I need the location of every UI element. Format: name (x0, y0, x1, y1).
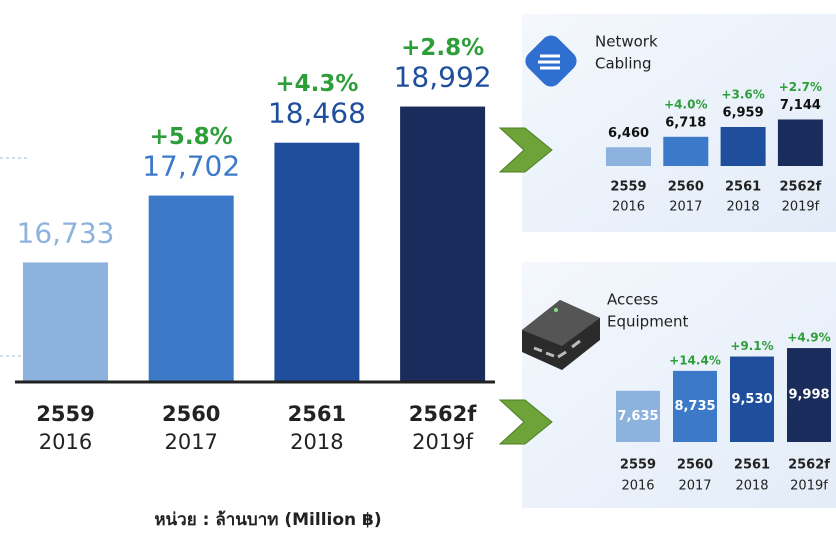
bar (720, 127, 766, 166)
growth-label: +2.8% (401, 35, 484, 61)
x-tick-label: 2560 (677, 458, 713, 473)
value-label: 7,635 (617, 409, 658, 424)
x-tick-label: 2559 (620, 458, 656, 473)
growth-label: +9.1% (730, 339, 773, 353)
x-tick-label: 2016 (621, 479, 654, 494)
arrow (498, 127, 553, 173)
value-label: 6,718 (665, 115, 706, 130)
x-tick-label: 2017 (164, 430, 217, 454)
value-label: 9,530 (731, 392, 772, 407)
value-label: 17,702 (142, 150, 240, 183)
x-tick-label: 2561 (734, 458, 770, 473)
growth-label: +2.7% (779, 80, 822, 94)
x-tick-label: 2560 (668, 180, 704, 195)
chart-title: Cabling (595, 55, 652, 73)
bar (777, 119, 823, 166)
value-label: 8,735 (674, 399, 715, 414)
chart-title: Equipment (607, 313, 689, 331)
growth-label: +3.6% (721, 88, 764, 102)
bar (730, 356, 774, 442)
x-tick-label: 2559 (610, 180, 646, 195)
bar (23, 262, 108, 382)
bar (606, 147, 651, 166)
x-tick-label: 2560 (162, 402, 220, 426)
value-label: 9,998 (788, 388, 829, 403)
x-tick-label: 2016 (612, 200, 645, 215)
bar (663, 136, 709, 166)
x-tick-label: 2561 (725, 180, 761, 195)
x-tick-label: 2019f (790, 479, 828, 494)
bar (616, 390, 660, 442)
bar (274, 142, 360, 382)
bar (787, 348, 831, 442)
x-tick-label: 2018 (290, 430, 343, 454)
value-label: 6,959 (723, 106, 764, 121)
cabling-icon (525, 35, 577, 87)
x-tick-label: 2018 (727, 200, 760, 215)
x-tick-label: 2018 (735, 479, 768, 494)
value-label: 18,468 (268, 97, 366, 130)
switch-icon (522, 300, 600, 370)
arrow (498, 399, 553, 445)
x-tick-label: 2562f (409, 402, 477, 426)
value-label: 7,144 (780, 98, 821, 113)
x-tick-label: 2017 (669, 200, 702, 215)
value-label: 6,460 (608, 126, 649, 141)
chart-title: Network (595, 33, 658, 51)
growth-label: +14.4% (669, 353, 721, 367)
chart-title: Access (607, 291, 659, 309)
x-tick-label: 2016 (39, 430, 92, 454)
value-label: 18,992 (394, 61, 492, 94)
growth-label: +5.8% (150, 124, 233, 150)
value-label: 16,733 (17, 216, 115, 249)
x-tick-label: 2019f (782, 200, 820, 215)
bar (148, 195, 234, 382)
x-tick-label: 2562f (788, 458, 830, 473)
x-tick-label: 2561 (288, 402, 346, 426)
x-tick-label: 2017 (678, 479, 711, 494)
x-tick-label: 2559 (36, 402, 94, 426)
unit-label: หน่วย : ล้านบาท (Million ฿) (154, 510, 381, 530)
growth-label: +4.3% (275, 71, 358, 97)
bar (400, 106, 486, 382)
bar (673, 370, 717, 442)
x-tick-label: 2019f (412, 430, 473, 454)
growth-label: +4.0% (664, 97, 707, 111)
growth-label: +4.9% (787, 331, 830, 345)
x-tick-label: 2562f (779, 180, 821, 195)
